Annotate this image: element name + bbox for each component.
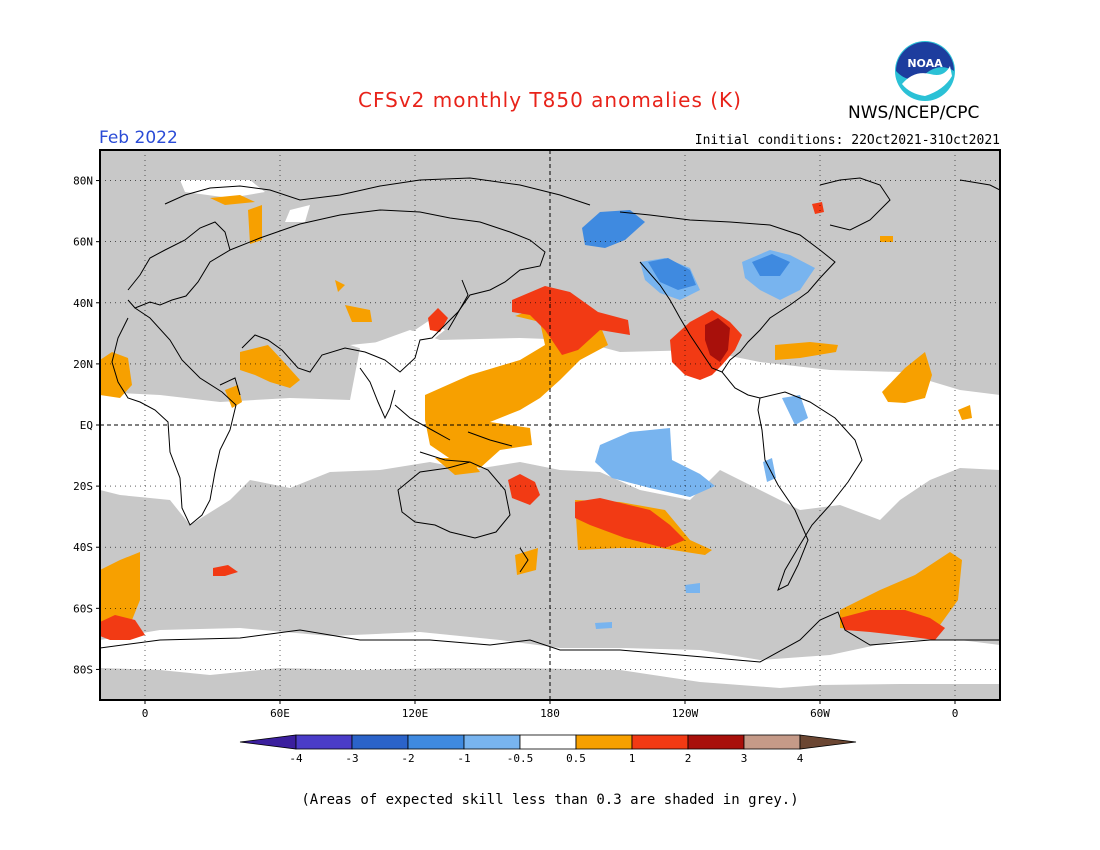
moderate-cold-anomaly-regions (582, 210, 790, 290)
legend-swatch (351, 734, 409, 750)
lon-tick-label: 180 (540, 707, 560, 720)
noaa-logo: NOAA (894, 40, 956, 102)
legend-swatch (743, 734, 801, 750)
coastlines (100, 177, 1000, 663)
lon-tick-label: 0 (952, 707, 959, 720)
legend-swatch (519, 734, 577, 750)
lat-tick-label: 80S (73, 663, 93, 676)
legend-swatch (239, 734, 297, 750)
lat-tick-label: 40S (73, 541, 93, 554)
lon-tick-label: 60W (810, 707, 830, 720)
strong-warm-anomaly-regions (705, 318, 730, 362)
legend-label: 1 (629, 752, 636, 765)
axis-ticks (96, 180, 956, 704)
legend-label: -1 (457, 752, 470, 765)
legend-label: 2 (685, 752, 692, 765)
legend-label: 4 (797, 752, 804, 765)
lon-tick-label: 60E (270, 707, 290, 720)
lat-tick-label: 60S (73, 602, 93, 615)
legend-label: -3 (345, 752, 358, 765)
legend-swatch (295, 734, 353, 750)
legend-label: 0.5 (566, 752, 586, 765)
lat-tick-label: 20S (73, 480, 93, 493)
legend-swatch (799, 734, 857, 750)
legend-label: -2 (401, 752, 414, 765)
agency-label: NWS/NCEP/CPC (848, 103, 980, 123)
moderate-warm-anomaly-regions (100, 202, 945, 640)
lat-tick-label: 60N (73, 236, 93, 249)
legend-swatch (575, 734, 633, 750)
lon-tick-label: 120W (672, 707, 699, 720)
legend-label: -4 (289, 752, 303, 765)
graticule (100, 150, 1000, 700)
legend-swatch (687, 734, 745, 750)
skill-footnote: (Areas of expected skill less than 0.3 a… (301, 792, 799, 808)
lon-tick-label: 120E (402, 707, 429, 720)
color-legend: -4 -3 -2 -1 -0.5 0.5 1 2 3 4 (239, 734, 857, 765)
legend-label: -0.5 (507, 752, 534, 765)
map-title: CFSv2 monthly T850 anomalies (K) (358, 88, 742, 112)
lat-tick-label: 40N (73, 297, 93, 310)
noaa-logo-text: NOAA (907, 57, 943, 70)
legend-swatch (407, 734, 465, 750)
initial-conditions: Initial conditions: 22Oct2021-31Oct2021 (694, 133, 1000, 148)
lat-tick-label: 20N (73, 358, 93, 371)
lat-tick-label: 80N (73, 175, 93, 188)
longitude-labels: 0 60E 120E 180 120W 60W 0 (142, 707, 959, 720)
legend-swatch (463, 734, 521, 750)
forecast-period: Feb 2022 (99, 128, 178, 148)
latitude-labels: 80N 60N 40N 20N EQ 20S 40S 60S 80S (73, 175, 93, 677)
legend-swatch (631, 734, 689, 750)
legend-label: 3 (741, 752, 748, 765)
lon-tick-label: 0 (142, 707, 149, 720)
map-field (100, 150, 1000, 700)
lat-tick-label: EQ (80, 419, 93, 432)
